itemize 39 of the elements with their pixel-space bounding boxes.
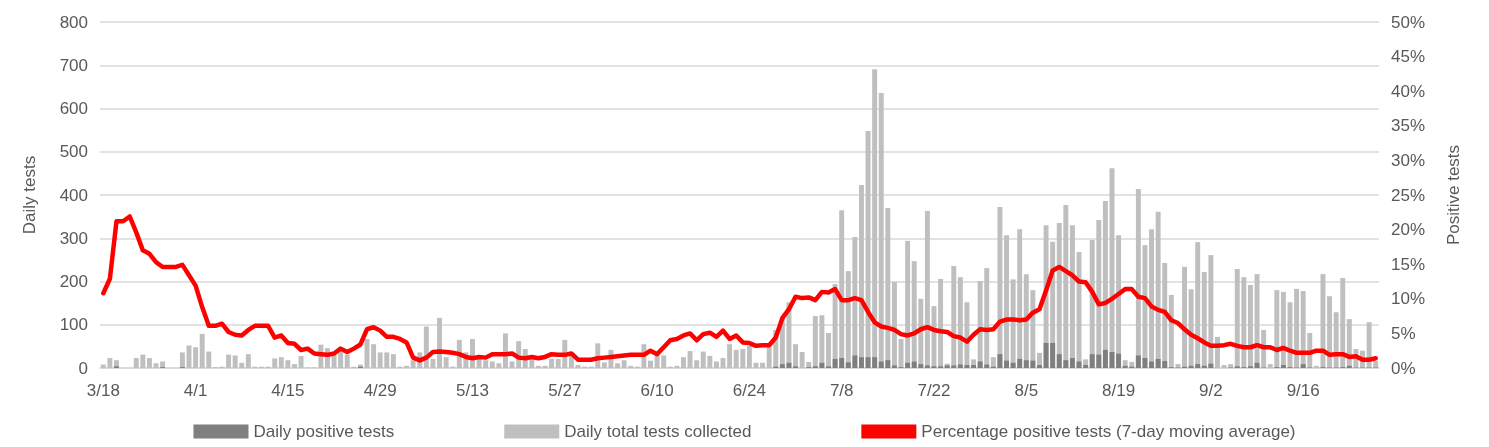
y2-tick-label: 30% [1391, 150, 1426, 170]
x-tick-label: 4/1 [183, 381, 208, 400]
legend-label: Daily total tests collected [564, 422, 752, 441]
x-tick-label: 4/29 [363, 381, 397, 400]
y2-axis-title: Positive tests [1444, 144, 1463, 246]
x-tick-label: 7/8 [829, 381, 854, 400]
y2-tick-label: 50% [1391, 12, 1426, 32]
legend-label: Percentage positive tests (7-day moving average) [921, 422, 1296, 441]
y2-tick-label: 20% [1391, 220, 1426, 240]
x-tick-label: 6/10 [640, 381, 674, 400]
x-tick-label: 3/18 [86, 381, 120, 400]
x-tick-label: 5/27 [548, 381, 582, 400]
x-tick-label: 4/15 [271, 381, 305, 400]
y-tick-label: 0 [78, 358, 88, 378]
y-tick-label: 200 [59, 272, 88, 291]
y-tick-label: 400 [59, 185, 88, 205]
x-tick-label: 5/13 [455, 381, 490, 400]
y-tick-label: 500 [59, 142, 88, 162]
y2-tick-label: 35% [1391, 116, 1426, 136]
y2-tick-label: 5% [1391, 323, 1416, 343]
x-tick-label: 9/16 [1286, 381, 1320, 400]
y2-tick-label: 0% [1391, 358, 1416, 378]
y-tick-label: 700 [59, 55, 88, 75]
x-tick-label: 7/22 [917, 381, 951, 400]
y2-tick-label: 10% [1391, 289, 1426, 309]
y2-tick-label: 40% [1391, 81, 1426, 101]
y-axis-title: Daily tests [20, 155, 39, 235]
y-tick-label: 600 [59, 99, 88, 118]
y2-tick-label: 25% [1391, 185, 1426, 205]
x-tick-label: 9/2 [1199, 381, 1223, 400]
legend-label: Daily positive tests [253, 422, 395, 441]
y-tick-label: 800 [59, 12, 88, 32]
y2-tick-label: 15% [1391, 254, 1426, 274]
x-tick-label: 6/24 [732, 381, 766, 400]
y-tick-label: 100 [59, 315, 88, 335]
x-tick-label: 8/19 [1102, 381, 1136, 400]
y-tick-label: 300 [59, 228, 88, 248]
y2-tick-label: 45% [1391, 47, 1426, 67]
x-tick-label: 8/5 [1014, 381, 1039, 400]
